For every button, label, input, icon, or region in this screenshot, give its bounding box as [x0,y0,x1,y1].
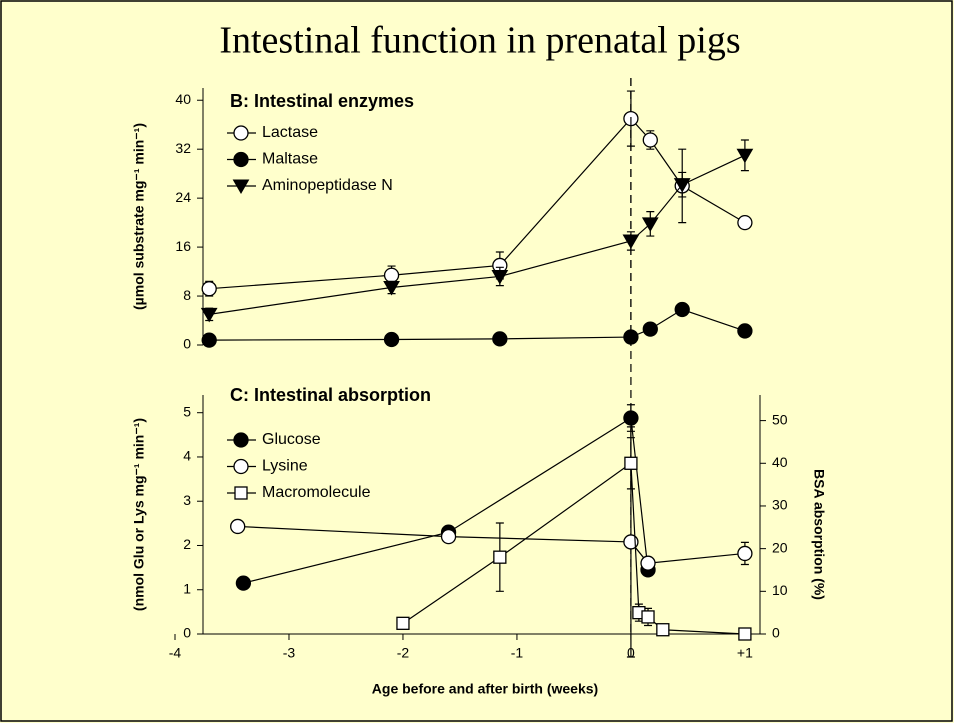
legend-marker [233,125,249,141]
series-line [243,417,649,584]
y-tick-label: 2 [183,536,191,552]
data-point [640,555,656,571]
y2-tick-label: 30 [772,497,788,513]
data-point [737,545,753,562]
y-tick-label: 4 [183,448,191,464]
y-axis-label: (µmol substrate mg⁻¹ min⁻¹) [131,123,147,310]
x-tick-label: -1 [511,645,524,661]
data-point [493,550,507,564]
data-point [737,214,753,231]
legend-label: Glucose [262,431,321,448]
x-axis-label: Age before and after birth (weeks) [372,681,598,697]
data-point [736,148,754,164]
y-axis-label: (nmol Glu or Lys mg⁻¹ min⁻¹) [131,418,147,611]
y-tick-label: 16 [175,238,191,254]
data-point [624,456,638,470]
y2-tick-label: 50 [772,411,788,427]
data-point [491,269,509,285]
data-point [737,323,753,339]
data-point [492,331,508,347]
y-tick-label: 3 [183,492,191,508]
data-point [738,627,752,641]
legend-marker [233,151,249,168]
y-tick-label: 1 [183,580,191,596]
data-point [623,410,639,426]
y2-tick-label: 40 [772,454,788,470]
data-point [383,267,400,283]
legend-label: Lactase [262,124,318,141]
y-tick-label: 0 [183,625,191,641]
data-point [230,518,246,535]
data-point [656,623,670,637]
legend-marker [233,432,249,448]
legend-marker [233,458,249,475]
data-point [641,217,659,232]
legend-label: Lysine [262,458,308,475]
data-point [641,610,655,624]
data-point [642,321,658,337]
x-tick-label: -3 [283,645,296,661]
data-point [383,280,400,296]
x-tick-label: +1 [737,645,753,661]
y2-axis-label: BSA absorption (%) [811,469,827,600]
data-point [396,616,410,630]
panel-title: B: Intestinal enzymes [230,91,414,111]
y-tick-label: 8 [183,287,191,303]
chart-title: Intestinal function in prenatal pigs [219,20,740,62]
x-tick-label: -4 [169,645,182,661]
data-point [383,331,400,348]
data-point [201,332,217,348]
y-tick-label: 24 [175,189,191,205]
y-tick-label: 0 [183,336,191,352]
y2-tick-label: 10 [772,582,788,598]
panel-title: C: Intestinal absorption [230,385,431,405]
legend-marker [232,179,250,195]
legend-label: Aminopeptidase N [262,177,393,194]
data-point [674,301,690,318]
legend-label: Macromolecule [262,484,371,501]
data-point [201,281,217,297]
data-point [440,528,457,545]
data-point [200,307,218,323]
data-point [673,178,691,193]
data-point [235,575,252,591]
y2-tick-label: 20 [772,539,788,555]
legend-label: Maltase [262,151,318,168]
x-tick-label: -2 [397,645,410,661]
y-tick-label: 32 [175,140,191,156]
legend-marker [234,486,248,500]
y-tick-label: 5 [183,403,191,419]
data-point [642,132,658,148]
y2-tick-label: 0 [772,625,780,641]
y-tick-label: 40 [175,91,191,107]
